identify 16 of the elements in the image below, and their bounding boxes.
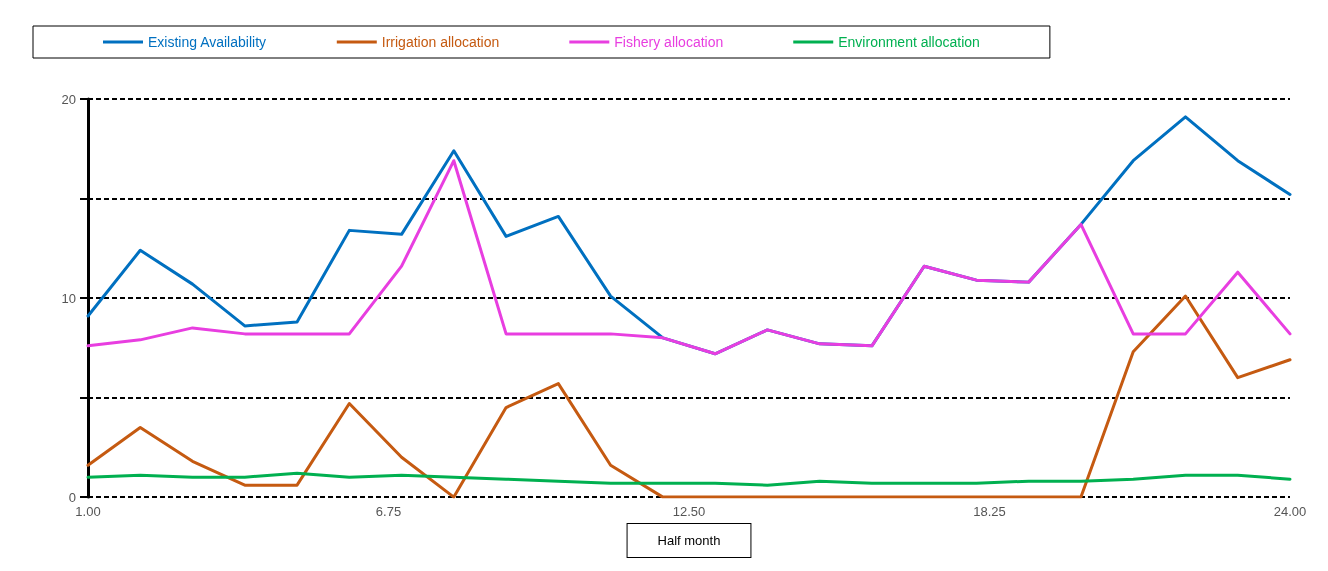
x-tick-label: 12.50 (672, 504, 706, 520)
x-tick-label: 24.00 (1273, 504, 1307, 520)
legend-label: Irrigation allocation (381, 34, 500, 50)
y-tick-label: 10 (61, 290, 76, 306)
y-tick-label: 20 (61, 91, 76, 107)
line-series (86, 471, 1292, 487)
x-tick-label: 1.00 (75, 504, 101, 520)
legend-label: Existing Availability (148, 34, 267, 50)
x-tick-label: 18.25 (973, 504, 1006, 520)
x-tick-label: 6.75 (375, 504, 402, 520)
line-series (86, 159, 1292, 356)
legend-label: Environment allocation (838, 34, 980, 50)
line-series (86, 294, 1292, 499)
y-tick-label: 0 (68, 489, 76, 505)
legend-label: Fishery allocation (614, 34, 724, 50)
x-axis-title: Half month (657, 533, 721, 548)
